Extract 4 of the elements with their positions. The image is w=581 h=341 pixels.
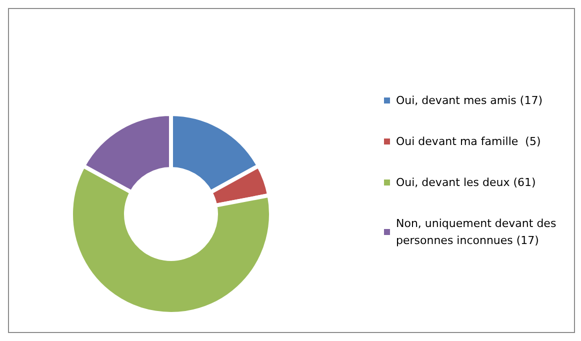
- legend-label: Oui, devant les deux (61): [396, 176, 536, 189]
- legend-label: Non, uniquement devant des personnes inconnues (17): [396, 217, 560, 247]
- legend-label: Oui devant ma famille (5): [396, 135, 541, 148]
- legend-label: Oui, devant mes amis (17): [396, 94, 542, 107]
